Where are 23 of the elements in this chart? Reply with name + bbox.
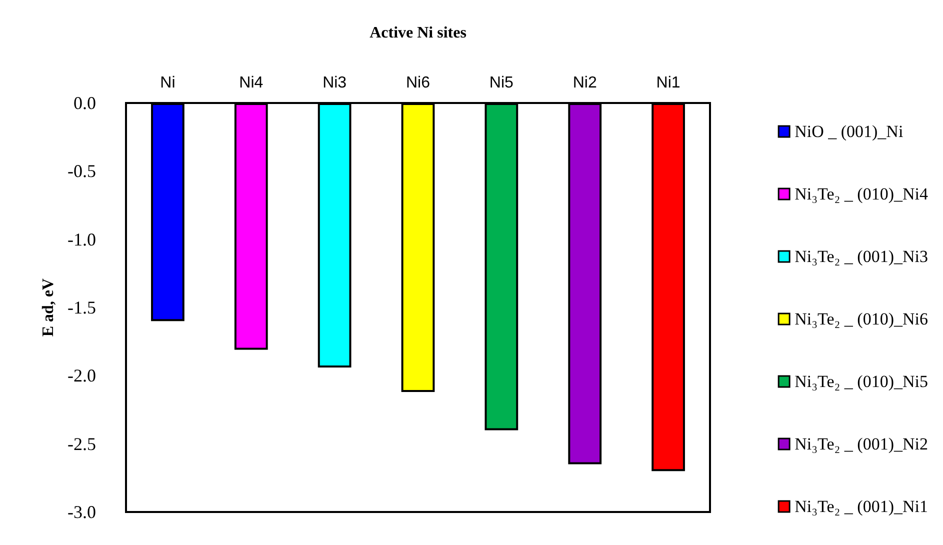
y-tick-label: -2.0 [68, 366, 96, 386]
x-tick-label: Ni4 [239, 74, 264, 92]
y-tick-label: -3.0 [68, 502, 96, 522]
legend-label: Ni₃Te₂ _ (001)_Ni2 [794, 434, 928, 454]
y-tick-label: -2.5 [68, 434, 96, 454]
legend-label: NiO _ (001)_Ni [794, 122, 904, 141]
x-tick-label: Ni5 [489, 74, 514, 92]
legend-label: Ni₃Te₂ _ (001)_Ni3 [794, 247, 928, 266]
x-axis-title: Active Ni sites [370, 24, 466, 42]
x-tick-label: Ni [160, 74, 176, 92]
y-tick-label: -1.0 [68, 229, 96, 250]
legend-label: Ni₃Te₂ _ (001)_Ni1 [794, 497, 928, 516]
y-tick-label: -1.5 [68, 298, 96, 318]
x-tick-label: Ni6 [406, 74, 430, 92]
x-tick-label: Ni2 [572, 74, 597, 92]
legend-label: Ni₃Te₂ _ (010)_Ni6 [794, 310, 928, 328]
x-tick-label: Ni1 [656, 74, 680, 92]
y-tick-label: 0.0 [74, 93, 96, 113]
x-tick-label: Ni3 [322, 74, 347, 92]
legend-label: Ni₃Te₂ _ (010)_Ni5 [794, 372, 928, 391]
y-tick-label: -0.5 [68, 161, 96, 182]
legend-label: Ni₃Te₂ _ (010)_Ni4 [794, 184, 928, 204]
y-axis-title: E ad, eV [40, 278, 58, 337]
